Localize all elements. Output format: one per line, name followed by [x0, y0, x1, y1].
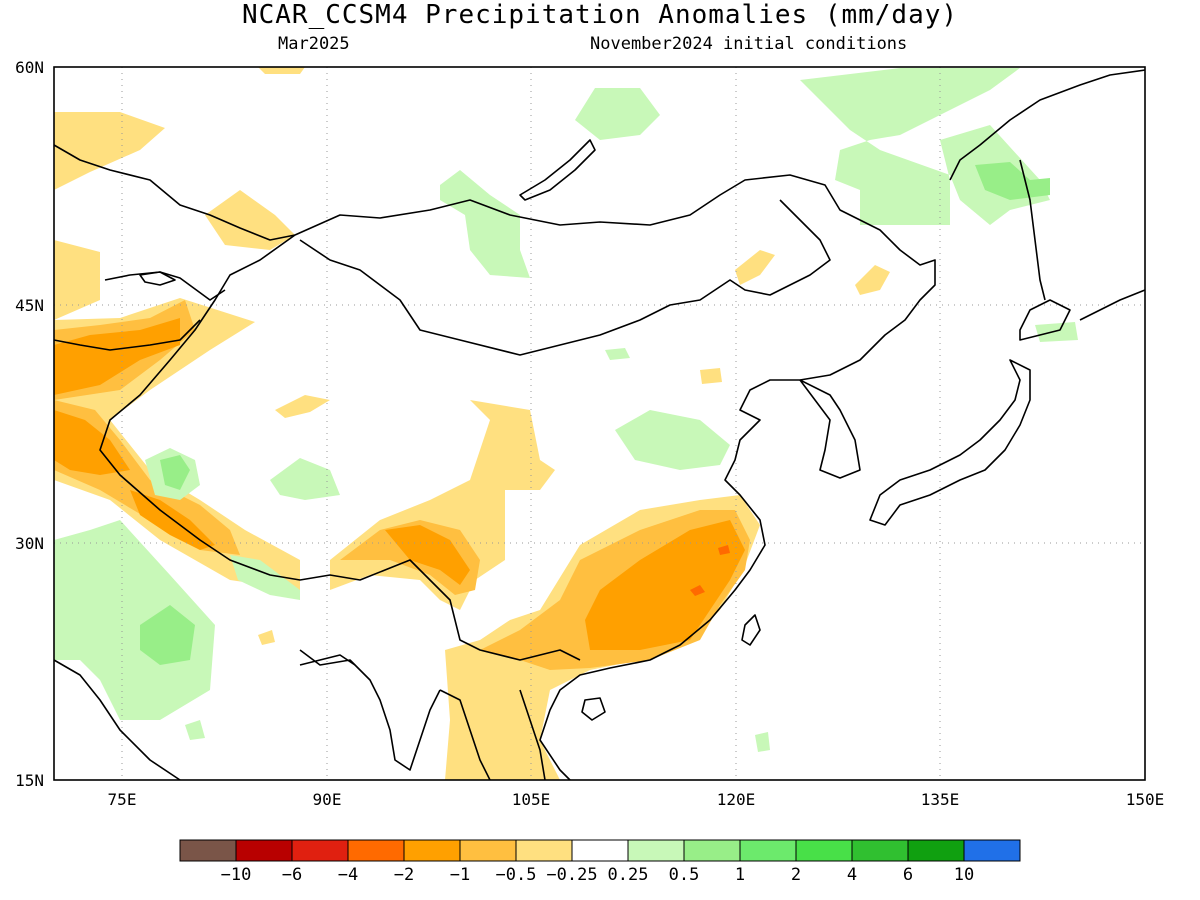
lon-label-135e: 135E	[920, 790, 960, 809]
colorbar-swatch	[739, 839, 797, 862]
colorbar-swatch	[851, 839, 909, 862]
colorbar-swatch	[403, 839, 461, 862]
map-title: NCAR_CCSM4 Precipitation Anomalies (mm/d…	[241, 0, 959, 30]
lon-label-90e: 90E	[312, 790, 342, 809]
colorbar-swatch	[347, 839, 405, 862]
colorbar-swatch	[179, 839, 237, 862]
colorbar-swatch	[627, 839, 685, 862]
anomaly-shading	[54, 67, 1078, 780]
colorbar-label: 0.5	[668, 865, 700, 885]
colorbar-label: −4	[337, 865, 359, 885]
colorbar-label: 6	[902, 865, 914, 885]
initial-conditions: November2024 initial conditions	[590, 34, 908, 54]
colorbar-swatch	[235, 839, 293, 862]
lon-label-105e: 105E	[511, 790, 551, 809]
colorbar-swatch	[795, 839, 853, 862]
colorbar-swatch	[571, 839, 629, 862]
colorbar-label: 2	[790, 865, 802, 885]
colorbar-label: −2	[393, 865, 415, 885]
colorbar-label: −0.5	[495, 865, 537, 885]
lon-label-120e: 120E	[716, 790, 756, 809]
lat-label-15n: 15N	[15, 771, 44, 790]
colorbar-label: 0.25	[607, 865, 649, 885]
colorbar-label: −10	[220, 865, 252, 885]
colorbar-swatch	[515, 839, 573, 862]
colorbar-label: −1	[449, 865, 471, 885]
colorbar-label: 10	[953, 865, 975, 885]
colorbar-swatch	[963, 839, 1021, 862]
map-frame	[53, 66, 1146, 781]
colorbar-label: −6	[281, 865, 303, 885]
colorbar	[179, 839, 1021, 862]
colorbar-swatch	[907, 839, 965, 862]
colorbar-label: −0.25	[546, 865, 598, 885]
gridlines	[54, 67, 1145, 780]
coastlines-and-borders	[53, 69, 1146, 781]
lat-label-45n: 45N	[15, 296, 44, 315]
colorbar-swatch	[459, 839, 517, 862]
forecast-month: Mar2025	[278, 34, 350, 54]
colorbar-label: 4	[846, 865, 858, 885]
lat-label-60n: 60N	[15, 58, 44, 77]
colorbar-swatch	[291, 839, 349, 862]
colorbar-label: 1	[734, 865, 746, 885]
lat-label-30n: 30N	[15, 534, 44, 553]
colorbar-swatch	[683, 839, 741, 862]
lon-label-75e: 75E	[107, 790, 137, 809]
lon-label-150e: 150E	[1125, 790, 1165, 809]
